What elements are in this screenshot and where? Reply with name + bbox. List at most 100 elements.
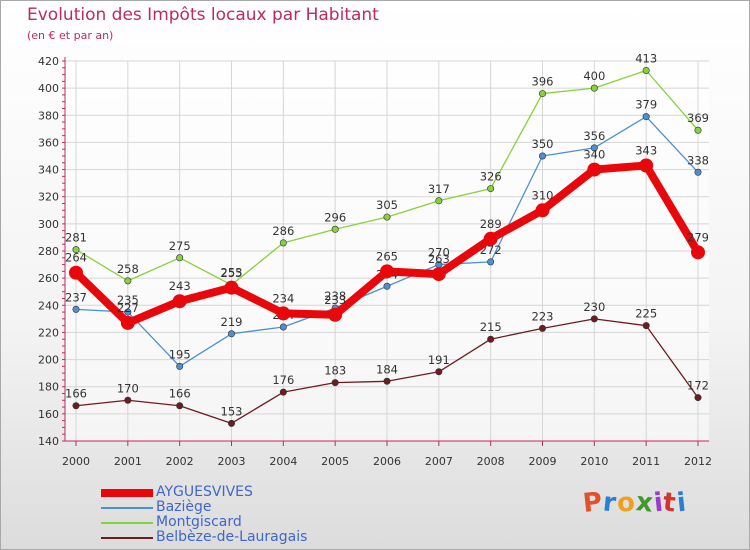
y-tick-label: 400 (38, 82, 59, 95)
legend-swatch (101, 489, 153, 497)
y-tick-label: 180 (38, 381, 59, 394)
x-tick-label: 2008 (477, 455, 505, 468)
x-tick-label: 2010 (580, 455, 608, 468)
y-tick-label: 240 (38, 299, 59, 312)
legend-item: Belbèze-de-Lauragais (101, 529, 361, 545)
x-tick-label: 2009 (529, 455, 557, 468)
data-label: 369 (687, 111, 709, 125)
data-point (228, 330, 236, 338)
data-point (435, 197, 443, 205)
data-point (328, 307, 343, 322)
data-label: 166 (169, 387, 191, 401)
data-label: 264 (65, 251, 87, 265)
x-tick-label: 2012 (684, 455, 712, 468)
data-label: 400 (583, 69, 605, 83)
y-tick-label: 360 (38, 136, 59, 149)
data-point (587, 162, 602, 177)
legend-swatch (101, 537, 153, 539)
data-label: 234 (272, 291, 294, 305)
y-tick-label: 420 (38, 55, 59, 68)
data-label: 350 (532, 137, 554, 151)
data-point (435, 368, 443, 376)
data-point (642, 113, 650, 121)
data-point (176, 362, 184, 370)
data-point (72, 246, 80, 254)
chart-legend: AYGUESVIVES Baziège Montgiscard Belbèze-de-… (101, 484, 361, 545)
data-label: 265 (376, 249, 398, 263)
data-point (124, 308, 132, 316)
data-point (487, 335, 495, 343)
x-tick-label: 2002 (166, 455, 194, 468)
legend-swatch (101, 507, 153, 509)
data-label: 338 (687, 153, 709, 167)
data-label: 191 (428, 353, 450, 367)
data-point (691, 245, 705, 260)
data-label: 225 (635, 307, 657, 321)
data-label: 286 (272, 224, 294, 238)
data-point (383, 213, 391, 221)
data-point (694, 126, 702, 134)
y-tick-label: 340 (38, 164, 59, 177)
data-label: 379 (635, 98, 657, 112)
data-label: 340 (583, 148, 605, 162)
x-tick-label: 2000 (62, 455, 90, 468)
legend-item: Baziège (101, 499, 361, 515)
data-label: 195 (169, 347, 191, 361)
data-point (431, 267, 446, 282)
data-point (276, 306, 291, 321)
data-label: 281 (65, 231, 87, 245)
data-point (483, 231, 498, 246)
data-point (383, 377, 391, 385)
data-point (487, 185, 495, 193)
data-label: 317 (428, 182, 450, 196)
data-point (538, 90, 546, 98)
data-point (172, 294, 187, 309)
data-point (69, 265, 83, 280)
data-point (124, 277, 132, 285)
y-tick-label: 380 (38, 109, 59, 122)
legend-label: Montgiscard (156, 514, 242, 530)
data-point (331, 225, 339, 233)
x-tick-label: 2003 (218, 455, 246, 468)
data-label: 356 (583, 129, 605, 143)
y-tick-label: 280 (38, 245, 59, 258)
data-point (176, 254, 184, 262)
data-point (538, 152, 546, 160)
data-label: 219 (221, 315, 243, 329)
data-point (120, 315, 135, 330)
data-label: 258 (117, 262, 139, 276)
data-label: 396 (532, 75, 554, 89)
data-point (124, 396, 132, 404)
data-point (228, 419, 236, 427)
data-label: 170 (117, 381, 139, 395)
data-label: 238 (324, 289, 346, 303)
data-point (694, 168, 702, 176)
x-tick-label: 2001 (114, 455, 142, 468)
x-tick-label: 2005 (321, 455, 349, 468)
y-tick-label: 300 (38, 218, 59, 231)
data-point (331, 379, 339, 387)
x-tick-label: 2004 (269, 455, 297, 468)
data-label: 184 (376, 362, 398, 376)
data-point (535, 203, 550, 218)
data-label: 305 (376, 198, 398, 212)
y-tick-label: 160 (38, 408, 59, 421)
y-tick-label: 140 (38, 435, 59, 448)
data-label: 263 (428, 252, 450, 266)
data-point (590, 144, 598, 152)
y-tick-label: 200 (38, 354, 59, 367)
data-label: 343 (635, 144, 657, 158)
legend-item: Montgiscard (101, 514, 361, 530)
data-label: 153 (221, 404, 243, 418)
data-label: 326 (480, 170, 502, 184)
proxiti-logo: Proxiti (581, 487, 689, 519)
data-point (383, 282, 391, 290)
data-label: 223 (532, 309, 554, 323)
data-label: 215 (480, 320, 502, 334)
data-label: 227 (117, 301, 139, 315)
x-tick-label: 2007 (425, 455, 453, 468)
legend-swatch (101, 522, 153, 524)
data-point (694, 394, 702, 402)
data-label: 243 (169, 279, 191, 293)
